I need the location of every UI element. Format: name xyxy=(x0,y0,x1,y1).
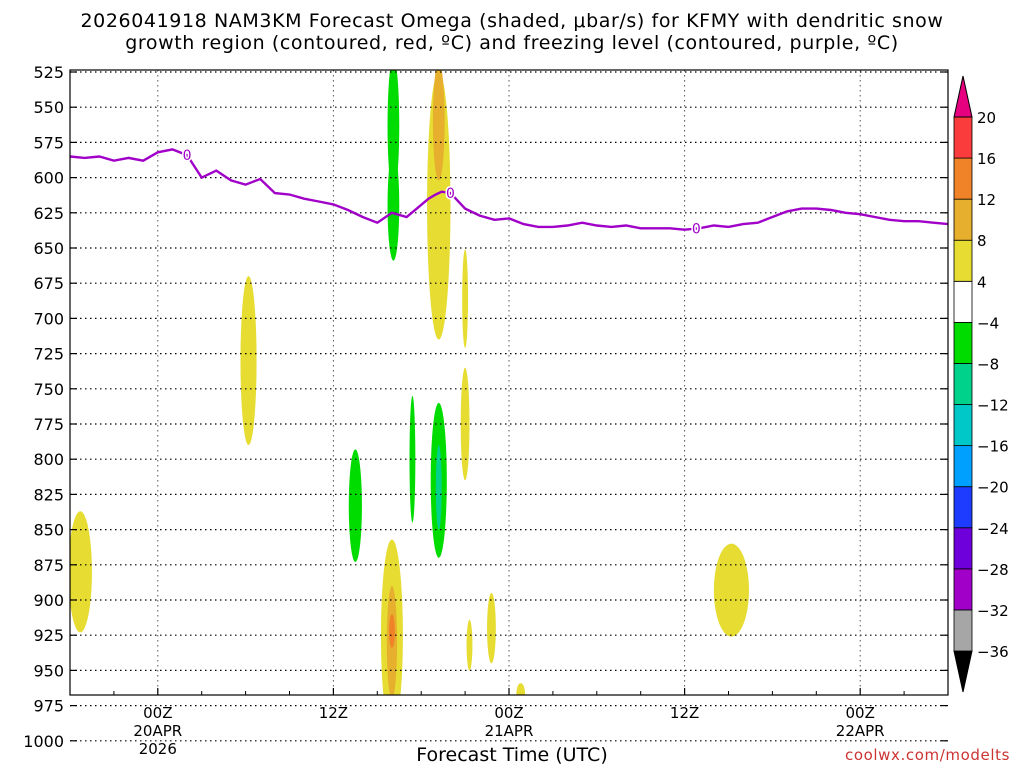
y-tick-label-800: 800 xyxy=(33,450,64,469)
omega-cell-4 xyxy=(240,276,257,446)
colorbar-bin-8 xyxy=(953,280,973,323)
freezing-level-label-0: 0 xyxy=(183,148,192,164)
chart-title-line-1: 2026041918 NAM3KM Forecast Omega (shaded… xyxy=(80,10,944,32)
colorbar-label-13: 20 xyxy=(977,109,996,127)
colorbar-min-arrow xyxy=(953,650,973,693)
y-tick-label-975: 975 xyxy=(33,697,64,716)
omega-cell-16 xyxy=(466,619,473,671)
colorbar-label-11: 12 xyxy=(977,191,996,209)
y-tick-label-850: 850 xyxy=(33,521,64,540)
colorbar-bin-4 xyxy=(953,445,973,488)
omega-cell-15 xyxy=(487,592,496,664)
colorbar-label-8: −4 xyxy=(977,314,999,332)
chart-title-line-2: growth region (contoured, red, ºC) and f… xyxy=(125,32,899,54)
freezing-level-contour: 0 0 0 xyxy=(70,147,948,239)
colorbar-label-2: −28 xyxy=(977,561,1009,579)
x-tick-label-30: 00Z xyxy=(494,704,523,722)
y-tick-label-1000: 1000 xyxy=(23,732,64,751)
x-axis-label: Forecast Time (UTC) xyxy=(416,744,608,766)
y-tick-label-950: 950 xyxy=(33,661,64,680)
freezing-level-label-1: 0 xyxy=(446,186,455,202)
colorbar-bin-0 xyxy=(953,609,973,652)
omega-cell-7 xyxy=(435,445,442,530)
colorbar-bin-11 xyxy=(953,157,973,200)
freezing-level-label-2: 0 xyxy=(692,221,701,237)
colorbar-label-0: −36 xyxy=(977,643,1009,661)
y-tick-label-825: 825 xyxy=(33,485,64,504)
colorbar-label-10: 8 xyxy=(977,232,987,250)
y-tick-label-525: 525 xyxy=(33,63,64,82)
colorbar-label-1: −32 xyxy=(977,602,1009,620)
y-tick-label-550: 550 xyxy=(33,98,64,117)
x-tick-label-54: 00Z xyxy=(846,704,875,722)
omega-cell-13 xyxy=(389,614,395,648)
y-tick-label-775: 775 xyxy=(33,415,64,434)
x-tick-date-6: 20APR xyxy=(133,722,182,740)
colorbar-max-arrow xyxy=(953,75,973,118)
colorbar-bin-12 xyxy=(953,116,973,159)
colorbar-bin-10 xyxy=(953,198,973,241)
grid-lines xyxy=(70,70,948,742)
omega-cell-14 xyxy=(70,511,92,633)
y-axis: 525 550 575 600 625 650 675 700 725 750 775 800 825 8… xyxy=(23,63,948,768)
y-tick-label-875: 875 xyxy=(33,556,64,575)
y-tick-label-575: 575 xyxy=(33,133,64,152)
x-tick-label-18: 12Z xyxy=(319,704,348,722)
y-tick-label-625: 625 xyxy=(33,204,64,223)
colorbar-bin-9 xyxy=(953,239,973,282)
colorbar-label-7: −8 xyxy=(977,355,999,373)
x-tick-label-42: 12Z xyxy=(670,704,699,722)
omega-cell-9 xyxy=(348,449,362,562)
omega-cell-1 xyxy=(387,150,400,261)
y-tick-label-600: 600 xyxy=(33,169,64,188)
colorbar-bin-6 xyxy=(953,363,973,405)
colorbar-bin-1 xyxy=(953,568,973,611)
colorbar-bin-5 xyxy=(953,404,973,447)
y-tick-label-750: 750 xyxy=(33,380,64,399)
colorbar-label-9: 4 xyxy=(977,273,987,291)
colorbar: −36 −32 −28 −24 −20 −16 −12 −8 −4 4 8 12 16 20 xyxy=(953,75,1009,693)
colorbar-bin-2 xyxy=(953,527,973,570)
credit-link[interactable]: coolwx.com/modelts xyxy=(845,746,1010,764)
omega-shading xyxy=(70,70,749,695)
y-tick-label-725: 725 xyxy=(33,345,64,364)
colorbar-bin-3 xyxy=(953,486,973,529)
colorbar-label-3: −24 xyxy=(977,520,1009,538)
omega-cell-2 xyxy=(427,72,451,340)
y-tick-label-700: 700 xyxy=(33,309,64,328)
x-tick-year-6: 2026 xyxy=(139,740,177,758)
y-tick-label-675: 675 xyxy=(33,274,64,293)
x-tick-label-6: 00Z xyxy=(143,704,172,722)
colorbar-label-6: −12 xyxy=(977,397,1009,415)
x-tick-date-54: 22APR xyxy=(836,722,885,740)
omega-cell-8 xyxy=(409,395,416,523)
omega-cell-17 xyxy=(516,683,526,695)
colorbar-bin-7 xyxy=(953,321,973,364)
colorbar-label-5: −16 xyxy=(977,438,1009,456)
omega-cell-19 xyxy=(713,543,749,637)
y-tick-label-925: 925 xyxy=(33,626,64,645)
y-tick-label-650: 650 xyxy=(33,239,64,258)
colorbar-label-4: −20 xyxy=(977,479,1009,497)
colorbar-label-12: 16 xyxy=(977,150,996,168)
x-tick-date-30: 21APR xyxy=(485,722,534,740)
y-tick-label-900: 900 xyxy=(33,591,64,610)
omega-cell-5 xyxy=(462,249,469,348)
omega-cell-3 xyxy=(432,70,445,181)
freezing-level-line xyxy=(70,148,948,231)
